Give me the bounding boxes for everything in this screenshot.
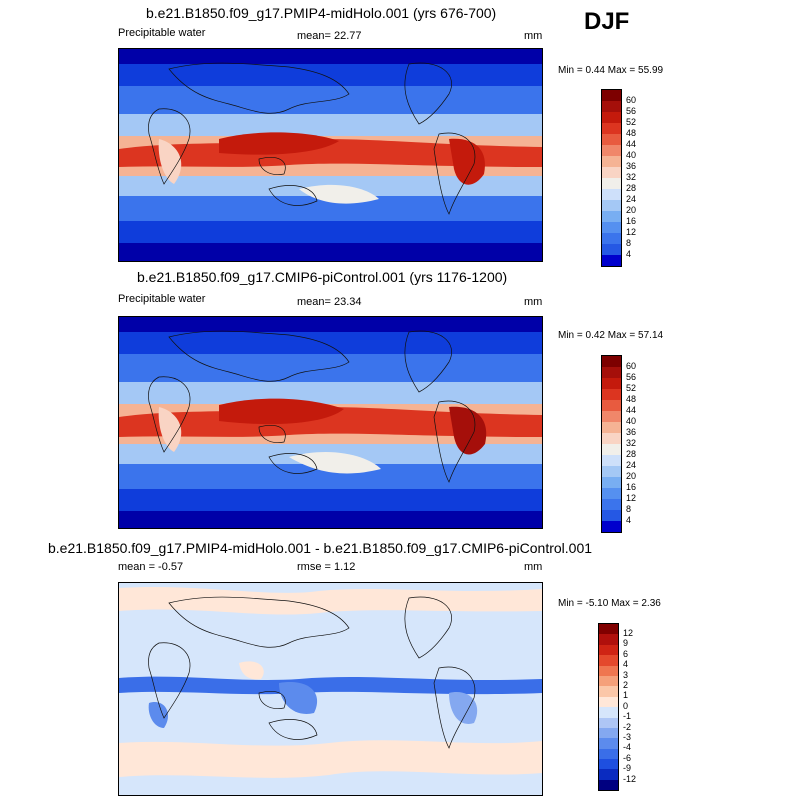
panel-2-cbar-label: 32 [626, 438, 637, 448]
panel-3-cbar-label: 2 [623, 680, 629, 690]
panel-2-colorbar: 60 56 52 48 44 40 36 32 28 24 20 16 12 8… [601, 355, 636, 533]
panel-1-map [118, 48, 543, 262]
panel-1-minmax: Min = 0.44 Max = 55.99 [558, 65, 664, 76]
panel-2-minmax: Min = 0.42 Max = 57.14 [558, 330, 664, 341]
panel-3-map [118, 582, 543, 796]
panel-3-units: mm [524, 561, 543, 573]
panel-3-cbar-label: 6 [623, 649, 629, 659]
panel-3-cbar-label: 4 [623, 659, 629, 669]
panel-1-cbar-label: 52 [626, 117, 637, 127]
panel-1-cbar-label: 32 [626, 172, 637, 182]
panel-1-cbar-label: 24 [626, 194, 637, 204]
panel-1-cbar-label: 4 [626, 249, 632, 259]
panel-3-cbar-label: -2 [623, 722, 632, 732]
panel-2-cbar-label: 44 [626, 405, 637, 415]
panel-2-cbar-label: 24 [626, 460, 637, 470]
panel-1-variable-label: Precipitable water [118, 27, 206, 39]
panel-3-cbar-label: 3 [623, 670, 629, 680]
panel-2-cbar-label: 12 [626, 493, 637, 503]
panel-1-cbar-label: 48 [626, 128, 637, 138]
panel-1-colorbar: 60 56 52 48 44 40 36 32 28 24 20 16 12 8… [601, 89, 636, 267]
panel-2-map [118, 316, 543, 529]
panel-3-title: b.e21.B1850.f09_g17.PMIP4-midHolo.001 - … [48, 540, 593, 556]
panel-1-cbar-label: 60 [626, 95, 637, 105]
panel-1-title: b.e21.B1850.f09_g17.PMIP4-midHolo.001 (y… [146, 5, 497, 21]
panel-1-mean: mean= 22.77 [297, 30, 362, 42]
panel-2-cbar-label: 36 [626, 427, 637, 437]
panel-3-colorbar: 12 9 6 4 3 2 1 0 -1 -2 -3 -4 -6 -9 -12 [598, 623, 636, 792]
panel-1-cbar-label: 8 [626, 238, 632, 248]
panel-1-cbar-label: 56 [626, 106, 637, 116]
panel-1-cbar-label: 16 [626, 216, 637, 226]
panel-2-cbar-label: 20 [626, 471, 637, 481]
panel-2-cbar-label: 40 [626, 416, 637, 426]
panel-2-variable-label: Precipitable water [118, 293, 206, 305]
panel-3-cbar-label: 0 [623, 701, 629, 711]
panel-1-cbar-label: 20 [626, 205, 637, 215]
panel-2-units: mm [524, 296, 543, 308]
panel-3-minmax: Min = -5.10 Max = 2.36 [558, 598, 661, 609]
panel-3-cbar-label: -1 [623, 711, 632, 721]
panel-3-cbar-label: 9 [623, 638, 629, 648]
panel-3-cbar-label: -9 [623, 763, 632, 773]
panel-2-cbar-label: 56 [626, 372, 637, 382]
panel-3-mean: mean = -0.57 [118, 561, 184, 573]
panel-2-title: b.e21.B1850.f09_g17.CMIP6-piControl.001 … [137, 269, 508, 285]
panel-2-cbar-label: 4 [626, 515, 632, 525]
panel-2-cbar-label: 48 [626, 394, 637, 404]
panel-1-units: mm [524, 30, 543, 42]
season-label: DJF [584, 8, 630, 35]
panel-2-cbar-label: 28 [626, 449, 637, 459]
panel-3-cbar-label: -6 [623, 753, 632, 763]
panel-2-cbar-label: 16 [626, 482, 637, 492]
panel-3-cbar-label: -12 [623, 774, 637, 784]
panel-1-cbar-label: 12 [626, 227, 637, 237]
panel-3-cbar-label: 1 [623, 690, 629, 700]
panel-2-cbar-label: 60 [626, 361, 637, 371]
panel-2-cbar-label: 52 [626, 383, 637, 393]
panel-1-cbar-label: 44 [626, 139, 637, 149]
panel-2-mean: mean= 23.34 [297, 296, 362, 308]
panel-2-cbar-label: 8 [626, 504, 632, 514]
panel-3-rmse: rmse = 1.12 [297, 561, 356, 573]
panel-3-cbar-label: -4 [623, 742, 632, 752]
panel-1-cbar-label: 40 [626, 150, 637, 160]
panel-3-cbar-label: 12 [623, 628, 634, 638]
panel-1-cbar-label: 36 [626, 161, 637, 171]
panel-3-cbar-label: -3 [623, 732, 632, 742]
panel-1-cbar-label: 28 [626, 183, 637, 193]
